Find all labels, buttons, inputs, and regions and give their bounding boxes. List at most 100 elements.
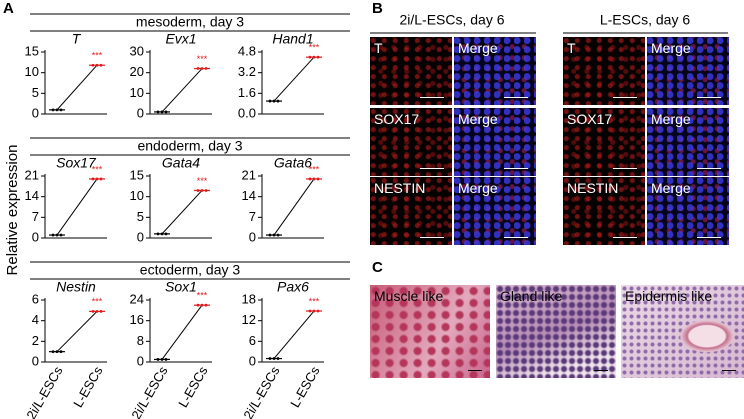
data-point: [55, 233, 59, 237]
y-tick-label: 21: [25, 167, 39, 182]
data-point: [95, 309, 99, 313]
y-tick-label: 12: [242, 312, 256, 327]
y-tick-label: 0: [249, 229, 256, 244]
data-point: [272, 99, 276, 103]
stain-label: T: [374, 40, 383, 56]
histology-image: Epidermis like: [621, 285, 744, 378]
micrograph: Merge: [647, 37, 729, 105]
data-point: [59, 108, 63, 112]
y-tick-label: 0: [249, 353, 256, 368]
stain-label: NESTIN: [567, 180, 619, 196]
x-tick-label: L-ESCs: [175, 363, 211, 410]
y-tick-label: 14: [25, 188, 39, 203]
chart-title: Evx1: [165, 31, 196, 47]
panel-label: A: [3, 0, 14, 17]
scale-bar: [420, 236, 444, 238]
data-point: [95, 177, 99, 181]
y-tick-label: 15: [130, 167, 144, 182]
y-tick-label: 18: [242, 291, 256, 306]
data-point: [99, 177, 103, 181]
data-point: [156, 110, 160, 114]
y-tick-label: 0: [32, 229, 39, 244]
panel-label: C: [372, 259, 383, 276]
micrograph: T: [563, 37, 645, 105]
micrograph: Merge: [454, 108, 536, 176]
scale-bar: [697, 236, 721, 238]
data-point: [276, 357, 280, 360]
stain-label: Merge: [458, 111, 498, 127]
micrograph: SOX17: [563, 108, 645, 176]
scale-bar: [504, 167, 528, 169]
trend-line: [56, 311, 98, 353]
trend-line: [56, 178, 98, 236]
chart-title: Nestin: [56, 279, 96, 295]
significance: ***: [197, 54, 208, 64]
image-label: Epidermis like: [625, 288, 713, 304]
stain-label: SOX17: [374, 111, 420, 127]
data-point: [164, 232, 168, 236]
significance: ***: [92, 164, 103, 174]
data-point: [312, 309, 316, 313]
trend-line: [56, 64, 98, 111]
group-title: endoderm, day 3: [137, 138, 242, 154]
scale-bar: [697, 167, 721, 169]
data-point: [91, 177, 95, 181]
stain-label: Merge: [458, 40, 498, 56]
x-tick-label: 2i/L-ESCs: [240, 363, 282, 419]
trend-line: [161, 190, 203, 235]
data-point: [51, 108, 55, 112]
chart-title: Gata4: [162, 155, 200, 171]
y-tick-label: 0: [32, 353, 39, 368]
data-point: [99, 63, 103, 67]
y-tick-label: 5: [32, 85, 39, 100]
y-tick-label: 24: [130, 291, 144, 306]
data-point: [308, 177, 312, 181]
significance: ***: [92, 51, 103, 61]
data-point: [51, 350, 55, 354]
y-tick-label: 0: [32, 105, 39, 120]
data-point: [312, 55, 316, 59]
column-header: L-ESCs, day 6: [600, 12, 690, 28]
significance: ***: [197, 176, 208, 186]
data-point: [272, 233, 276, 237]
image-label: Muscle like: [374, 288, 444, 304]
stain-label: NESTIN: [374, 180, 426, 196]
data-point: [196, 189, 200, 192]
significance: ***: [197, 291, 208, 301]
data-point: [156, 232, 160, 236]
scale-bar: [420, 96, 444, 98]
scale-bar: [613, 167, 637, 169]
data-point: [156, 358, 160, 361]
y-tick-label: 10: [25, 64, 39, 79]
data-point: [204, 303, 208, 307]
y-tick-label: 5: [137, 209, 144, 224]
y-axis-label: Relative expression: [4, 145, 21, 276]
data-point: [99, 309, 103, 313]
stain-label: SOX17: [567, 111, 613, 127]
data-point: [55, 350, 59, 354]
trend-line: [161, 304, 203, 360]
data-point: [200, 303, 204, 307]
histology-image: Muscle like: [370, 285, 490, 378]
y-tick-label: 0.0: [238, 105, 256, 120]
scale-bar: [594, 369, 608, 371]
x-tick-label: 2i/L-ESCs: [23, 363, 65, 419]
data-point: [91, 63, 95, 67]
stain-label: Merge: [458, 180, 498, 196]
panel-label: B: [372, 0, 383, 17]
data-point: [91, 309, 95, 313]
chart-title: T: [72, 31, 82, 47]
y-tick-label: 4: [32, 312, 39, 327]
trend-line: [273, 178, 315, 236]
scale-bar: [613, 96, 637, 98]
y-tick-label: 8: [137, 333, 144, 348]
data-point: [59, 350, 63, 354]
chart-title: Hand1: [272, 31, 313, 47]
significance: ***: [309, 43, 320, 53]
data-point: [316, 55, 320, 59]
data-point: [204, 67, 208, 70]
data-point: [276, 99, 280, 103]
x-tick-label: L-ESCs: [70, 363, 106, 410]
stain-label: Merge: [651, 111, 691, 127]
